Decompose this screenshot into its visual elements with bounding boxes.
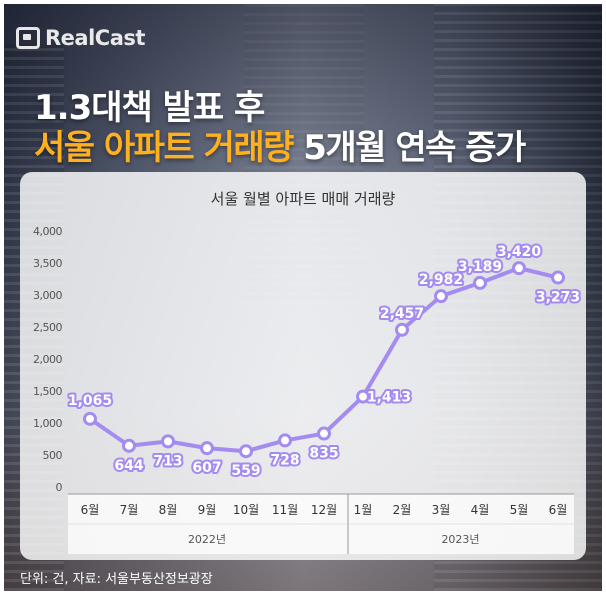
- y-tick-label: 3,000: [33, 289, 62, 302]
- x-tick-label: 6월: [81, 503, 100, 517]
- headline-line1: 1.3대책 발표 후: [34, 88, 265, 128]
- data-point: [161, 434, 175, 449]
- data-label: 3,189: [458, 259, 502, 275]
- data-point: [551, 270, 565, 285]
- x-tick-label: 8월: [159, 503, 178, 517]
- data-point: [317, 426, 331, 441]
- year-group-label: 2023년: [441, 533, 479, 546]
- data-label: 1,065: [68, 393, 112, 409]
- data-point: [200, 441, 214, 456]
- data-label: 728: [270, 452, 299, 468]
- data-label: 607: [192, 460, 221, 476]
- chart-panel: 서울 월별 아파트 매매 거래량 0 500 1,000 1,500 2,000 2,500…: [20, 172, 586, 560]
- data-point: [434, 289, 448, 304]
- y-tick-label: 2,500: [33, 321, 62, 334]
- source-note: 단위: 건, 자료: 서울부동산정보광장: [20, 572, 213, 587]
- series-line: [88, 266, 560, 454]
- data-point: [512, 261, 526, 276]
- data-label: 713: [153, 453, 182, 469]
- data-point: [395, 322, 409, 337]
- y-tick-label: 2,000: [33, 353, 62, 366]
- chart-title: 서울 월별 아파트 매매 거래량: [211, 190, 396, 208]
- data-label: 644: [114, 458, 143, 474]
- y-tick-label: 4,000: [33, 225, 62, 238]
- data-point: [356, 389, 370, 404]
- logo-text: RealCast: [45, 26, 145, 50]
- x-tick-label: 9월: [198, 503, 217, 517]
- data-label: 2,982: [419, 272, 463, 288]
- logo-icon: [16, 27, 40, 49]
- data-label: 559: [231, 463, 260, 479]
- headline-rest: 5개월 연속 증가: [292, 128, 526, 168]
- y-tick-label: 500: [43, 449, 63, 462]
- x-tick-label: 5월: [510, 503, 529, 517]
- data-point: [83, 411, 97, 426]
- x-tick-label: 7월: [120, 503, 139, 517]
- y-tick-label: 1,000: [33, 417, 62, 430]
- line-chart: 서울 월별 아파트 매매 거래량 0 500 1,000 1,500 2,000 2,500…: [33, 190, 582, 554]
- infographic-frame: RealCast 1.3대책 발표 후 서울 아파트 거래량 5개월 연속 증가…: [4, 4, 602, 591]
- x-tick-label: 1월: [354, 503, 373, 517]
- year-group-label: 2022년: [188, 533, 226, 546]
- data-label: 2,457: [380, 306, 424, 322]
- y-tick-label: 1,500: [33, 385, 62, 398]
- x-tick-label: 12월: [311, 503, 337, 517]
- data-label: 1,413: [367, 390, 411, 406]
- y-tick-label: 0: [56, 481, 63, 494]
- brand-logo: RealCast: [16, 26, 145, 50]
- x-tick-label: 3월: [432, 503, 451, 517]
- data-label: 3,273: [536, 290, 580, 306]
- x-tick-label: 2월: [393, 503, 412, 517]
- x-tick-label: 10월: [233, 503, 259, 517]
- headline-highlight: 서울 아파트 거래량: [34, 128, 294, 168]
- x-tick-label: 11월: [272, 503, 298, 517]
- y-tick-label: 3,500: [33, 257, 62, 270]
- headline-line2: 서울 아파트 거래량 5개월 연속 증가: [34, 120, 526, 169]
- data-label: 3,420: [497, 244, 542, 260]
- x-tick-label: 4월: [471, 503, 490, 517]
- data-point: [278, 433, 292, 448]
- data-point: [239, 444, 253, 459]
- data-point: [473, 275, 487, 290]
- data-label: 835: [309, 446, 338, 462]
- x-tick-label: 6월: [549, 503, 568, 517]
- data-point: [122, 438, 136, 453]
